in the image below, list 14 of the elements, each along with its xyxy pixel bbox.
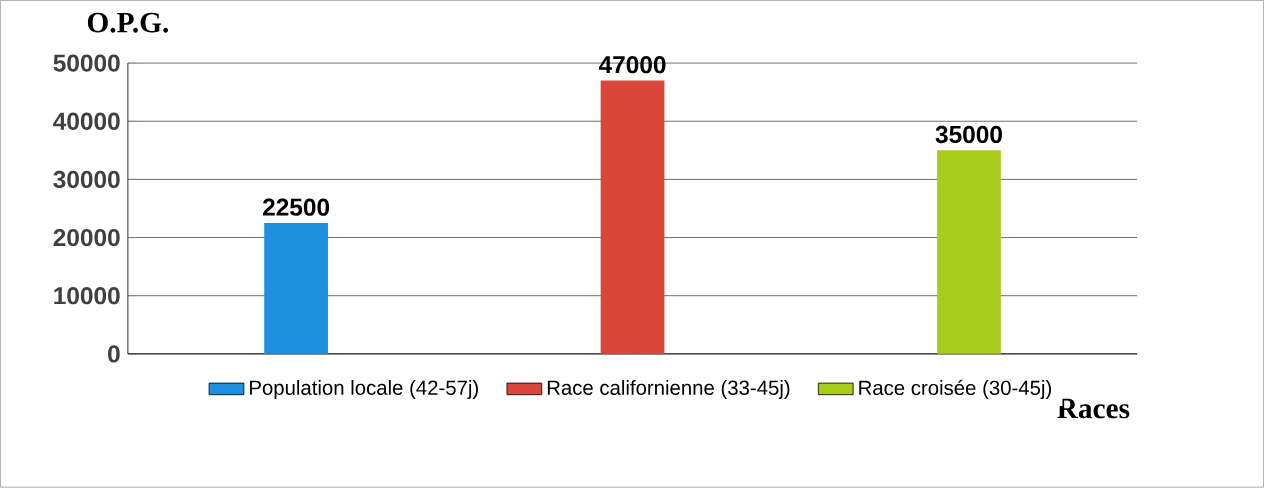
- y-tick-label: 20000: [53, 229, 120, 247]
- data-label: 47000: [598, 56, 666, 74]
- legend-label: Population locale (42-57j): [250, 380, 478, 400]
- y-tick-label: 30000: [53, 170, 120, 189]
- legend-label: Race californienne (33-45j): [547, 380, 790, 400]
- x-axis-title: Races: [1057, 399, 1130, 419]
- y-tick-label: 50000: [53, 54, 120, 72]
- data-label: 22500: [262, 198, 330, 217]
- data-label: 35000: [935, 126, 1002, 144]
- y-tick-label: 40000: [53, 112, 120, 131]
- y-tick-label: 10000: [54, 287, 120, 305]
- y-axis-title: O.P.G.: [87, 13, 169, 33]
- y-tick-label: 0: [108, 345, 120, 363]
- legend-label: Race croisée (30-45j): [859, 380, 1051, 400]
